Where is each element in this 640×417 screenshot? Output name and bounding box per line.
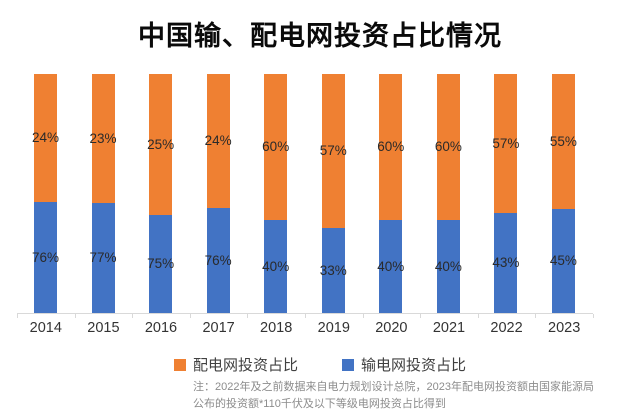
legend-label-transmission: 输电网投资占比 xyxy=(361,357,467,374)
bar-2017-segment-transmission: 76% xyxy=(204,208,232,313)
legend-label-distribution: 配电网投资占比 xyxy=(192,357,298,374)
legend-item-distribution: 配电网投资占比 xyxy=(173,354,298,375)
bar-2021-segment-distribution: 60% xyxy=(434,74,462,221)
x-axis-label-2021: 2021 xyxy=(432,320,466,336)
data-label-transmission-2020: 40% xyxy=(377,258,405,274)
bar-2014-segment-transmission: 76% xyxy=(31,201,60,313)
data-label-transmission-2022: 43% xyxy=(492,255,520,271)
bar-2023: 55% 45% xyxy=(549,74,577,313)
bar-2019-segment-distribution: 57% xyxy=(319,74,347,229)
data-label-distribution-2021: 60% xyxy=(434,139,462,155)
x-axis-label-2019: 2019 xyxy=(317,320,350,336)
data-label-transmission-2017: 76% xyxy=(204,252,232,268)
data-label-distribution-2017: 24% xyxy=(204,133,232,149)
axis-tick xyxy=(535,314,537,318)
bar-2014: 24% 76% xyxy=(31,74,60,313)
axis-tick xyxy=(593,314,594,318)
bar-2021-segment-transmission: 40% xyxy=(434,220,462,313)
data-label-distribution-2016: 25% xyxy=(147,136,175,152)
x-axis-label-2022: 2022 xyxy=(490,320,523,336)
bar-2023-segment-distribution: 55% xyxy=(549,74,577,210)
x-axis-label-2017: 2017 xyxy=(202,320,235,336)
legend-swatch-transmission-icon xyxy=(342,358,354,371)
x-axis-label-2023: 2023 xyxy=(548,320,581,336)
axis-tick xyxy=(74,314,76,318)
plot-area: 24% 76% 23% 77% 25% 75% 24% 76% 60% 40% 57% 33% 60% 4… xyxy=(31,74,577,313)
bar-2016: 25% 75% xyxy=(147,74,175,313)
x-axis-label-2015: 2015 xyxy=(87,320,120,336)
x-axis-line xyxy=(17,313,594,319)
x-axis-label-2020: 2020 xyxy=(375,320,408,336)
axis-tick xyxy=(247,314,249,318)
data-label-transmission-2023: 45% xyxy=(549,253,577,269)
bar-2019: 57% 33% xyxy=(319,74,347,313)
legend: 配电网投资占比 输电网投资占比 xyxy=(0,354,640,375)
legend-item-transmission: 输电网投资占比 xyxy=(342,354,466,375)
bar-2015-segment-distribution: 23% xyxy=(89,74,117,204)
bar-2019-segment-transmission: 33% xyxy=(319,228,347,313)
footnote: 注：2022年及之前数据来自电力规划设计总院，2023年配电网投资额由国家能源局… xyxy=(193,379,640,412)
bar-2015: 23% 77% xyxy=(89,74,117,313)
axis-tick xyxy=(132,314,134,318)
footnote-line-2: 公布的投资额*110千伏及以下等级电网投资占比得到 xyxy=(193,397,446,410)
axis-tick xyxy=(17,314,18,318)
bar-2014-segment-distribution: 24% xyxy=(31,74,60,202)
data-label-distribution-2015: 23% xyxy=(89,130,117,146)
legend-swatch-distribution-icon xyxy=(173,358,186,371)
bar-2018: 60% 40% xyxy=(262,74,290,313)
bar-2018-segment-distribution: 60% xyxy=(262,74,290,221)
axis-tick xyxy=(305,314,306,318)
data-label-transmission-2019: 33% xyxy=(319,262,347,278)
x-axis-label-2018: 2018 xyxy=(260,320,293,336)
data-label-distribution-2019: 57% xyxy=(319,143,347,159)
data-label-transmission-2021: 40% xyxy=(434,258,462,274)
x-axis-label-2014: 2014 xyxy=(29,320,62,336)
bar-2020-segment-transmission: 40% xyxy=(377,220,405,313)
bar-2022-segment-distribution: 57% xyxy=(492,74,520,214)
data-label-distribution-2018: 60% xyxy=(262,139,290,155)
data-label-distribution-2014: 24% xyxy=(31,130,60,146)
axis-tick xyxy=(189,314,191,318)
data-label-transmission-2014: 76% xyxy=(31,249,60,265)
chart-title: 中国输、配电网投资占比情况 xyxy=(138,21,502,51)
x-axis-labels: 2014 2015 2016 2017 2018 2019 2020 2021 2022 2023 xyxy=(17,320,593,336)
bar-2017: 24% 76% xyxy=(204,74,232,313)
bar-2020: 60% 40% xyxy=(377,74,405,313)
bar-2016-segment-transmission: 75% xyxy=(147,215,175,313)
axis-tick xyxy=(362,314,364,318)
data-label-distribution-2022: 57% xyxy=(492,135,520,151)
data-label-transmission-2016: 75% xyxy=(147,256,175,272)
bar-2016-segment-distribution: 25% xyxy=(147,74,175,216)
bar-2022-segment-transmission: 43% xyxy=(492,213,520,313)
axis-tick xyxy=(477,314,479,318)
data-label-transmission-2018: 40% xyxy=(262,258,290,274)
data-label-distribution-2020: 60% xyxy=(377,139,405,155)
bar-2021: 60% 40% xyxy=(434,74,462,313)
bar-2022: 57% 43% xyxy=(492,74,520,313)
x-axis-label-2016: 2016 xyxy=(144,320,178,336)
footnote-line-1: 注：2022年及之前数据来自电力规划设计总院，2023年配电网投资额由国家能源局 xyxy=(193,381,594,393)
data-label-distribution-2023: 55% xyxy=(549,133,577,149)
axis-tick xyxy=(420,314,422,318)
bar-2017-segment-distribution: 24% xyxy=(204,74,232,209)
bar-2015-segment-transmission: 77% xyxy=(89,203,117,313)
data-label-transmission-2015: 77% xyxy=(89,250,117,266)
bar-2020-segment-distribution: 60% xyxy=(377,74,405,221)
bar-2023-segment-transmission: 45% xyxy=(549,209,577,313)
bar-2018-segment-transmission: 40% xyxy=(262,220,290,313)
